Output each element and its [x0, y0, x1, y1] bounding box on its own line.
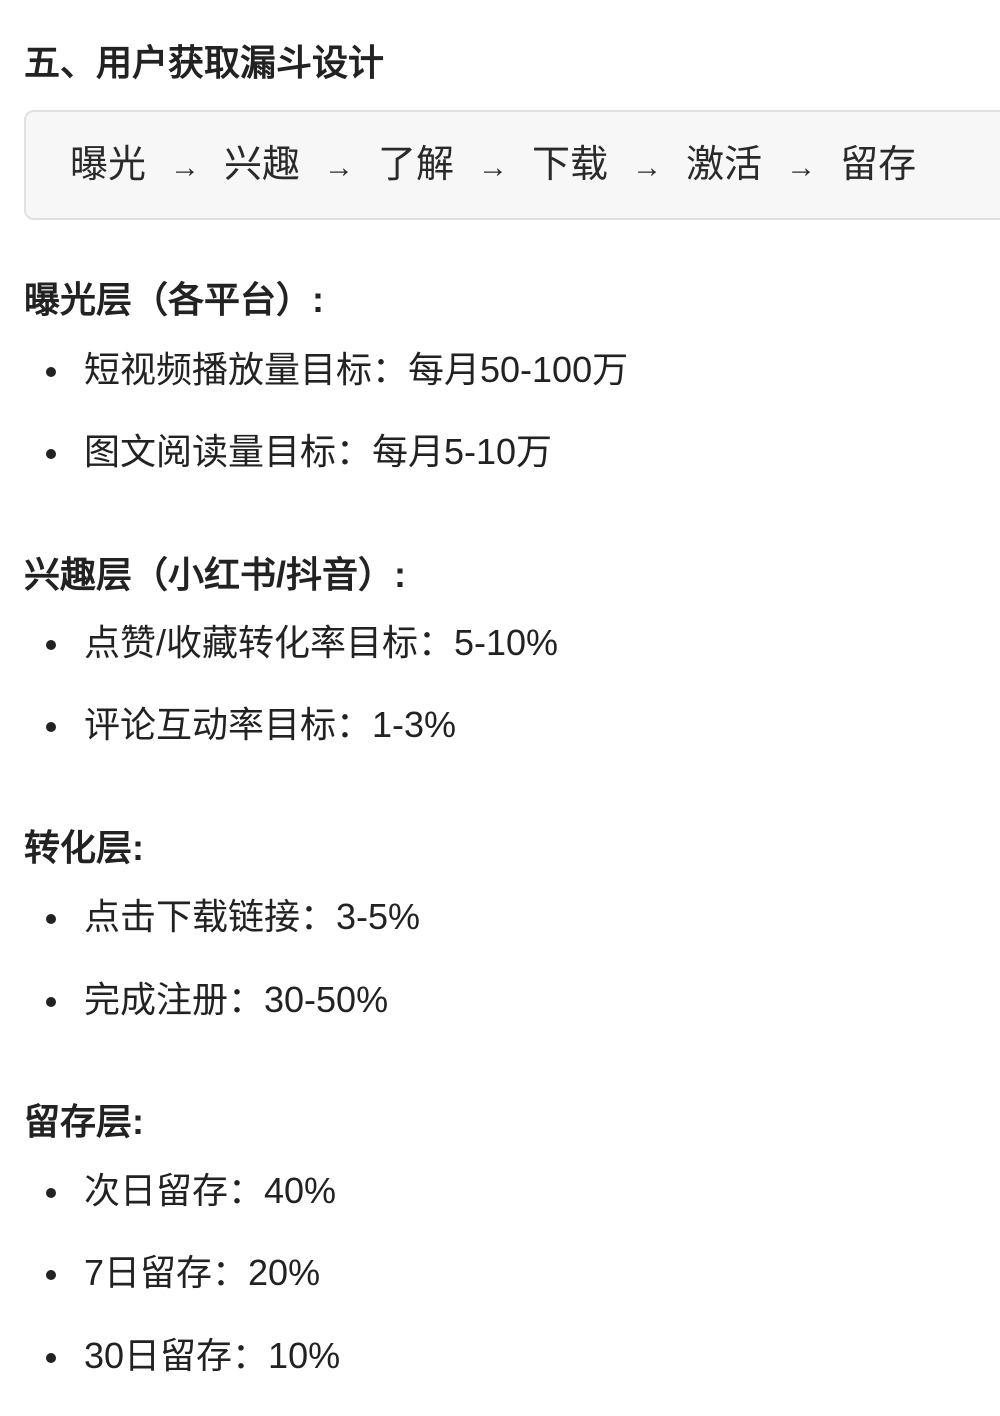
list-item: 图文阅读量目标：每月5-10万 [45, 431, 553, 472]
flow-step: 曝光 [70, 144, 147, 186]
section-heading-retention: 留存层: [24, 1101, 144, 1142]
arrow-right-icon: → [478, 151, 509, 184]
list-item: 评论互动率目标：1-3% [45, 704, 457, 745]
flow-step: 下载 [532, 144, 609, 186]
list-item: 完成注册：30-50% [45, 979, 389, 1020]
arrow-right-icon: → [170, 151, 201, 184]
flow-step: 激活 [686, 144, 763, 186]
section-heading-exposure: 曝光层（各平台）: [24, 279, 324, 320]
flow-step: 兴趣 [224, 144, 301, 186]
section-heading-interest: 兴趣层（小红书/抖音）: [24, 554, 406, 595]
funnel-flow-code-block: 曝光 → 兴趣 → 了解 → 下载 → 激活 → 留存 [24, 110, 1000, 220]
section-heading-conversion: 转化层: [24, 827, 144, 868]
list-item: 点击下载链接：3-5% [45, 896, 421, 937]
arrow-right-icon: → [324, 151, 355, 184]
list-item: 7日留存：20% [45, 1252, 321, 1293]
list-item: 短视频播放量目标：每月50-100万 [45, 349, 629, 390]
section-title: 五、用户获取漏斗设计 [24, 42, 385, 83]
list-item: 30日留存：10% [45, 1335, 341, 1376]
flow-step: 了解 [378, 144, 455, 186]
list-item: 点赞/收藏转化率目标：5-10% [45, 622, 559, 663]
list-item: 次日留存：40% [45, 1170, 337, 1211]
arrow-right-icon: → [786, 151, 817, 184]
arrow-right-icon: → [632, 151, 663, 184]
flow-step: 留存 [840, 144, 917, 186]
